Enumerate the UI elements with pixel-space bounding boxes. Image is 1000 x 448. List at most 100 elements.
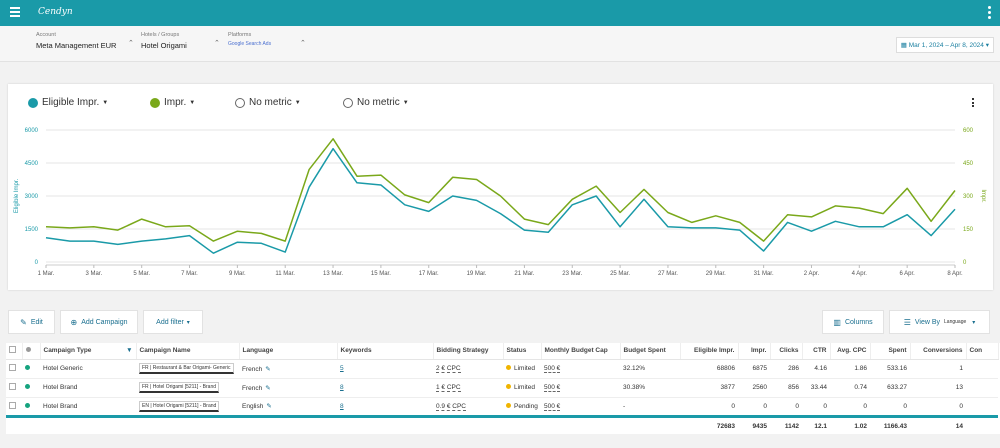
impr-cell: 0 [738, 397, 770, 417]
col-avg-cpc[interactable]: Avg. CPC [830, 343, 871, 360]
hotels-caret-icon[interactable]: ⌃ [214, 40, 220, 47]
total-eligible-impr: 72683 [680, 414, 738, 434]
campaign-table: Campaign Type ▼ Campaign Name Language Ke… [6, 343, 1000, 434]
row-checkbox[interactable] [6, 397, 22, 417]
row-checkbox[interactable] [6, 378, 22, 398]
metric-selector-3[interactable]: No metric ▼ [235, 97, 301, 108]
add-campaign-button[interactable]: ⊕ Add Campaign [60, 310, 138, 334]
col-ctr[interactable]: CTR [802, 343, 831, 360]
col-spent[interactable]: Spent [870, 343, 911, 360]
platforms-selector[interactable]: Platforms Google Search Ads [228, 32, 298, 47]
clicks-cell: 286 [770, 359, 802, 379]
bidding-strategy-cell[interactable]: 2 € CPC [433, 359, 503, 379]
col-monthly-budget-cap[interactable]: Monthly Budget Cap [541, 343, 621, 360]
budget-cap-cell[interactable]: 500 € [541, 378, 620, 398]
x-tick-label: 3 Mar. [85, 271, 102, 277]
app-logo[interactable]: Cendyn [38, 7, 73, 17]
bidding-strategy-cell[interactable]: 0.9 € CPC [433, 397, 503, 417]
edit-button[interactable]: ✎ Edit [8, 310, 55, 334]
platforms-caret-icon[interactable]: ⌃ [300, 40, 306, 47]
date-range-picker[interactable]: ▦ Mar 1, 2024 – Apr 8, 2024 ▾ [895, 37, 994, 53]
account-label: Account [36, 32, 56, 38]
y-right-axis-label: Impr. [980, 189, 986, 203]
caret-down-icon: ▼ [102, 99, 109, 106]
x-tick-label: 9 Mar. [229, 271, 246, 277]
status-cell: Pending [503, 397, 541, 417]
campaign-name-cell[interactable]: EN | Hotel Origami [5211] - Brand [136, 397, 239, 417]
table-row[interactable]: Hotel Brand EN | Hotel Origami [5211] - B… [6, 397, 998, 417]
chart-menu-icon[interactable] [972, 98, 975, 109]
budget-cap-cell[interactable]: 500 € [541, 359, 620, 379]
x-tick-label: 6 Apr. [899, 271, 915, 277]
keywords-link[interactable]: 8 [337, 397, 433, 417]
y-left-tick-label: 0 [35, 260, 39, 266]
col-budget-spent[interactable]: Budget Spent [620, 343, 681, 360]
col-language[interactable]: Language [239, 343, 338, 360]
caret-down-icon: ▾ [186, 319, 190, 326]
pencil-icon: ✎ [265, 384, 271, 392]
hotels-selector[interactable]: Hotels / Groups Hotel Origami [141, 32, 221, 50]
language-cell[interactable]: French ✎ [239, 359, 337, 379]
account-selector[interactable]: Account Meta Management EUR [36, 32, 126, 50]
total-spent: 1166.43 [870, 414, 910, 434]
keywords-link[interactable]: 8 [337, 378, 433, 398]
col-clicks[interactable]: Clicks [770, 343, 803, 360]
campaign-name-cell[interactable]: FR | Restaurant & Bar Origami- Generic [136, 359, 239, 379]
col-impr[interactable]: Impr. [738, 343, 771, 360]
budget-spent-cell: - [620, 397, 680, 417]
y-left-tick-label: 3000 [25, 194, 39, 200]
metric-selector-2[interactable]: Impr. ▼ [150, 97, 195, 108]
table-row[interactable]: Hotel Brand FR | Hotel Origami [5211] - B… [6, 378, 998, 398]
metric-color-dot [150, 97, 160, 108]
metric-selector-1[interactable]: Eligible Impr. ▼ [28, 97, 108, 108]
avg-cpc-cell: 0.74 [830, 378, 870, 398]
view-by-selector[interactable]: ☰ View By Language ▾ [889, 310, 990, 334]
caret-down-icon: ▼ [294, 99, 301, 106]
eligible-impr-cell: 68806 [680, 359, 738, 379]
impr-cell: 2560 [738, 378, 770, 398]
language-cell[interactable]: French ✎ [239, 378, 337, 398]
select-all-checkbox[interactable] [6, 343, 23, 360]
status-dot [506, 365, 511, 370]
metric-selector-4[interactable]: No metric ▼ [343, 97, 409, 108]
keywords-link[interactable]: 5 [337, 359, 433, 379]
campaign-type-cell: Hotel Generic [40, 359, 136, 379]
eligible-impr-cell: 0 [680, 397, 738, 417]
date-range-value: Mar 1, 2024 – Apr 8, 2024 [908, 42, 984, 49]
y-right-tick-label: 0 [963, 260, 967, 266]
account-caret-icon[interactable]: ⌃ [128, 40, 134, 47]
add-circle-icon: ⊕ [70, 317, 78, 327]
x-tick-label: 21 Mar. [514, 271, 534, 277]
campaign-name-cell[interactable]: FR | Hotel Origami [5211] - Brand [136, 378, 239, 398]
calendar-icon: ▦ [900, 42, 909, 49]
language-cell[interactable]: English ✎ [239, 397, 337, 417]
clicks-cell: 856 [770, 378, 802, 398]
row-checkbox[interactable] [6, 359, 22, 379]
col-eligible-impr[interactable]: Eligible Impr. [680, 343, 739, 360]
x-tick-label: 5 Mar. [133, 271, 150, 277]
col-keywords[interactable]: Keywords [337, 343, 434, 360]
more-options-icon[interactable] [988, 6, 992, 21]
metric-empty-dot [235, 97, 245, 108]
top-bar: Cendyn [0, 0, 1000, 26]
x-tick-label: 17 Mar. [419, 271, 439, 277]
col-conversions[interactable]: Conversions [910, 343, 967, 360]
budget-cap-cell[interactable]: 500 € [541, 397, 620, 417]
menu-icon[interactable] [10, 7, 20, 19]
col-con[interactable]: Con [966, 343, 999, 360]
status-dot-header [22, 343, 41, 360]
total-avg-cpc: 1.02 [830, 414, 870, 434]
ctr-cell: 33.44 [802, 378, 830, 398]
col-bidding-strategy[interactable]: Bidding Strategy [433, 343, 504, 360]
bidding-strategy-cell[interactable]: 1 € CPC [433, 378, 503, 398]
series-line-eligible-impr- [45, 147, 956, 254]
columns-button[interactable]: ▥ Columns [822, 310, 884, 334]
list-icon: ☰ [903, 317, 911, 327]
col-campaign-type[interactable]: Campaign Type ▼ [40, 343, 137, 360]
col-status[interactable]: Status [503, 343, 542, 360]
pencil-icon: ✎ [265, 365, 271, 373]
table-row[interactable]: Hotel Generic FR | Restaurant & Bar Origa… [6, 359, 998, 379]
y-left-tick-label: 1500 [25, 227, 39, 233]
add-filter-button[interactable]: Add filter ▾ [143, 310, 203, 334]
col-campaign-name[interactable]: Campaign Name [136, 343, 240, 360]
